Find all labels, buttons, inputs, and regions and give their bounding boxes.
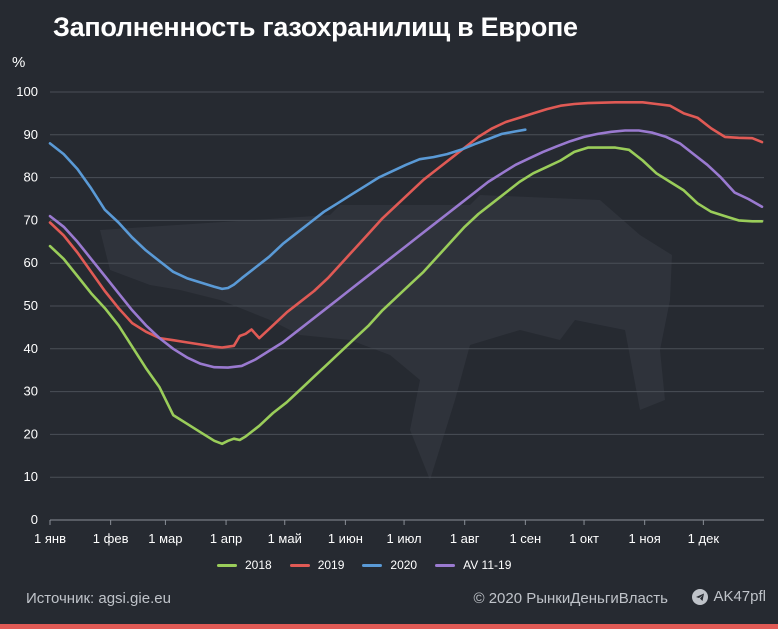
series-line-av-11-19: [48, 129, 764, 369]
rifle-watermark: [100, 195, 672, 480]
grid-lines: [50, 91, 764, 521]
legend: 2018 2019 2020 AV 11-19: [217, 558, 511, 572]
x-tick-label: 1 дек: [688, 531, 720, 546]
brand-name: AK47pfl: [713, 588, 766, 605]
y-tick-label: 40: [24, 341, 38, 356]
x-tick-label: 1 июл: [386, 531, 421, 546]
x-tick-label: 1 июн: [328, 531, 363, 546]
legend-item: 2018: [217, 558, 272, 572]
y-tick-label: 80: [24, 170, 38, 185]
x-tick-labels: 1 янв 1 фев 1 мар 1 апр 1 май 1 июн 1 июл 1 авг…: [34, 520, 719, 546]
y-tick-label: 0: [31, 512, 38, 527]
legend-label: AV 11-19: [463, 558, 512, 572]
y-tick-label: 50: [24, 298, 38, 313]
y-axis-unit-label: %: [12, 54, 26, 71]
x-tick-label: 1 мар: [148, 531, 182, 546]
x-tick-label: 1 окт: [569, 531, 599, 546]
telegram-icon: [692, 588, 709, 605]
y-tick-labels: 0 10 20 30 40 50 60 70 80 90 100: [16, 84, 38, 527]
series-lines: [48, 101, 764, 446]
x-tick-label: 1 фев: [93, 531, 129, 546]
legend-item: 2019: [289, 558, 345, 572]
legend-swatch: [362, 563, 383, 567]
legend-swatch: [435, 563, 456, 567]
x-tick-label: 1 сен: [509, 531, 541, 546]
legend-label: 2020: [390, 558, 418, 572]
y-tick-label: 60: [24, 255, 38, 270]
x-tick-label: 1 янв: [34, 531, 66, 546]
chart-title: Заполненность газохранилищ в Европе: [53, 12, 578, 42]
x-tick-label: 1 авг: [450, 531, 480, 546]
legend-label: 2019: [317, 558, 345, 572]
series-line-2020: [48, 128, 527, 291]
legend-label: 2018: [245, 558, 272, 572]
y-tick-label: 100: [16, 84, 38, 99]
accent-bar: [0, 624, 778, 629]
x-tick-label: 1 май: [268, 531, 302, 546]
series-line-2018: [48, 146, 764, 446]
series-line-2019: [48, 101, 764, 349]
x-tick-label: 1 ноя: [629, 531, 661, 546]
source-note: Источник: agsi.gie.eu: [26, 590, 171, 607]
copyright-note: © 2020 РынкиДеньгиВласть: [473, 590, 668, 607]
y-tick-label: 30: [24, 384, 38, 399]
y-tick-label: 70: [24, 212, 38, 227]
y-tick-label: 10: [24, 469, 38, 484]
legend-swatch: [217, 563, 237, 567]
brand-label: AK47pfl: [692, 588, 766, 605]
legend-item: 2020: [362, 558, 417, 572]
y-tick-label: 90: [24, 127, 38, 142]
legend-swatch: [289, 563, 310, 567]
x-tick-label: 1 апр: [210, 531, 242, 546]
y-tick-label: 20: [24, 426, 38, 441]
legend-item: AV 11-19: [435, 558, 511, 572]
